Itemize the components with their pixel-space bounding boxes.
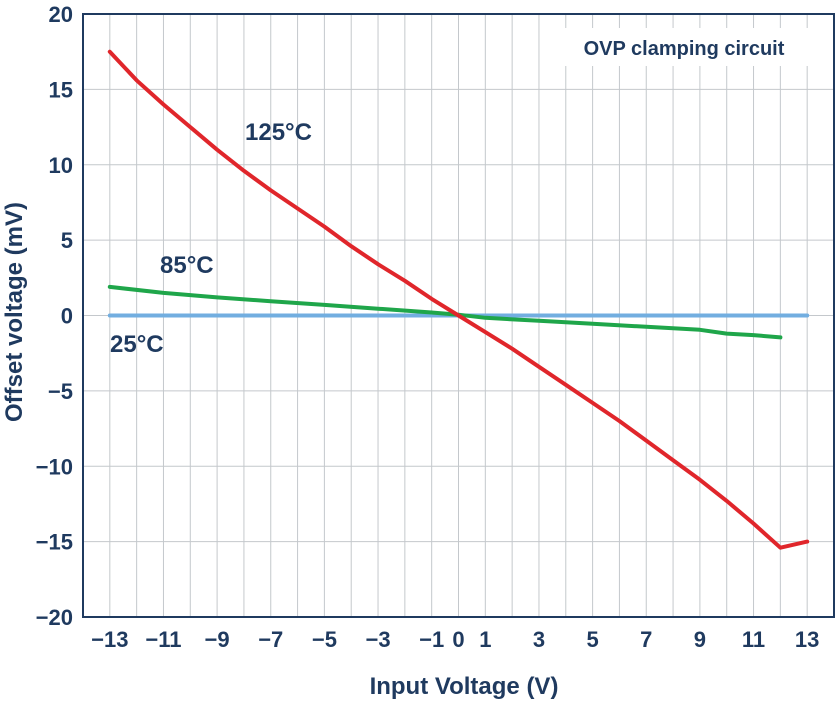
legend-box: OVP clamping circuit <box>553 28 815 66</box>
x-tick-label: −3 <box>365 627 390 652</box>
y-tick-label: −15 <box>36 530 73 555</box>
series-lines <box>107 49 810 550</box>
x-tick-label: 5 <box>586 627 598 652</box>
series-line-0 <box>107 49 810 550</box>
legend-box-text: OVP clamping circuit <box>584 38 785 60</box>
x-tick-label: −5 <box>312 627 337 652</box>
x-tick-label: 13 <box>795 627 819 652</box>
y-tick-label: 20 <box>49 2 73 27</box>
tick-labels: −13 −11 −9 −7 −5 −3 −1 0 1 3 5 7 9 11 1320151050−5−10−… <box>36 2 820 652</box>
y-tick-label: 15 <box>49 77 73 102</box>
y-axis-label: Offset voltage (mV) <box>1 202 28 422</box>
x-tick-label: −13 <box>91 627 128 652</box>
x-tick-label: −7 <box>258 627 283 652</box>
x-tick-label: 1 <box>479 627 491 652</box>
y-tick-label: 0 <box>61 304 73 329</box>
x-tick-label: 11 <box>742 627 765 652</box>
x-tick-label: −11 <box>145 627 181 652</box>
y-tick-label: 10 <box>49 153 73 178</box>
y-tick-label: 5 <box>61 228 73 253</box>
x-tick-label: −9 <box>205 627 230 652</box>
plot-frame <box>82 13 835 618</box>
y-tick-label: −5 <box>48 379 73 404</box>
x-tick-label: 0 <box>452 627 464 652</box>
x-axis-label: Input Voltage (V) <box>370 673 559 700</box>
series-label-25c: 25°C <box>110 331 164 358</box>
y-tick-label: −10 <box>36 454 73 479</box>
series-line-1 <box>107 284 783 340</box>
x-tick-label: 3 <box>533 627 545 652</box>
series-label-125c: 125°C <box>245 119 312 146</box>
x-tick-label: 7 <box>640 627 652 652</box>
series-label-85c: 85°C <box>160 252 214 279</box>
x-tick-label: 9 <box>694 627 706 652</box>
y-tick-label: −20 <box>36 605 73 630</box>
x-tick-label: −1 <box>419 627 444 652</box>
